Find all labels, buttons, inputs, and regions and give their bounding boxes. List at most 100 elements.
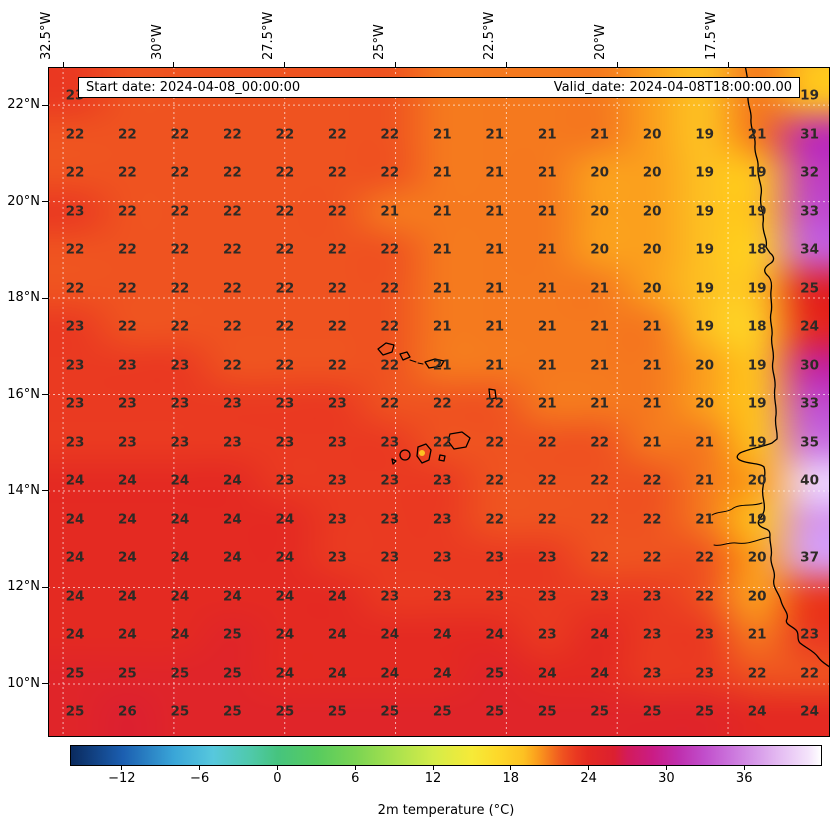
temp-value: 24: [275, 626, 295, 643]
island-brava: [391, 458, 397, 465]
temp-value: 24: [275, 511, 295, 528]
temp-value: 22: [485, 511, 505, 528]
temp-value: 22: [222, 279, 242, 296]
temp-value: 24: [380, 665, 400, 682]
island-maio: [438, 454, 446, 462]
temp-value: 20: [590, 202, 610, 219]
temp-value: 22: [222, 241, 242, 258]
temp-value: 21: [432, 164, 452, 181]
temp-value: 23: [327, 549, 347, 566]
temp-value: 23: [642, 665, 662, 682]
colorbar-tick: [354, 766, 356, 770]
temp-value: 24: [170, 588, 190, 605]
lat-tick: [42, 297, 48, 299]
lat-tick-label: 16°N: [7, 386, 40, 402]
temp-value: 21: [642, 318, 662, 335]
temp-value: 23: [327, 472, 347, 489]
temp-value: 22: [380, 395, 400, 412]
temp-value: 21: [432, 125, 452, 142]
temp-value: 23: [65, 433, 85, 450]
temp-value: 19: [800, 87, 819, 104]
island-santiago: [416, 443, 432, 464]
temp-value: 25: [432, 703, 452, 720]
temp-value: 23: [65, 356, 85, 373]
temp-value: 25: [170, 665, 190, 682]
temp-value: 22: [380, 241, 400, 258]
temp-value: 21: [432, 318, 452, 335]
lon-tick: [616, 62, 618, 67]
temp-value: 22: [590, 472, 610, 489]
temp-value: 25: [380, 703, 400, 720]
temp-value: 32: [800, 164, 819, 181]
temp-value: 24: [118, 549, 137, 566]
temp-value: 21: [537, 318, 557, 335]
temp-value: 25: [590, 703, 610, 720]
temp-value: 22: [65, 125, 85, 142]
temp-value: 24: [118, 626, 137, 643]
temp-value: 25: [327, 703, 347, 720]
temp-value: 31: [800, 125, 819, 142]
temp-value: 23: [485, 549, 505, 566]
island-sao-nicolau: [424, 358, 445, 369]
temp-value: 21: [485, 125, 505, 142]
temp-value: 21: [747, 125, 767, 142]
temp-value: 37: [800, 549, 819, 566]
temp-value: 20: [695, 395, 715, 412]
temp-value: 24: [65, 511, 85, 528]
start-date-label: Start date: 2024-04-08_00:00:00: [86, 80, 301, 95]
temp-value: 23: [380, 588, 400, 605]
temp-value: 21: [537, 164, 557, 181]
temp-value: 24: [65, 472, 85, 489]
temp-value: 35: [800, 433, 819, 450]
temp-value: 23: [432, 511, 452, 528]
temp-value: 24: [65, 549, 85, 566]
temp-value: 23: [485, 588, 505, 605]
temp-value: 24: [537, 665, 557, 682]
temp-value: 22: [170, 241, 190, 258]
temp-value: 26: [118, 703, 137, 720]
island-dots: [409, 359, 424, 365]
temp-value: 22: [380, 318, 400, 335]
temp-value: 21: [590, 125, 610, 142]
colorbar-tick-label: −12: [108, 771, 136, 786]
temp-value: 22: [327, 125, 347, 142]
temp-value: 22: [695, 549, 715, 566]
temp-value: 22: [222, 125, 242, 142]
temp-value: 22: [118, 202, 137, 219]
temp-value: 23: [118, 395, 137, 412]
temp-value: 21: [695, 472, 715, 489]
temp-value: 22: [537, 433, 557, 450]
temp-value: 21: [537, 356, 557, 373]
temp-value: 33: [800, 395, 819, 412]
colorbar-tick: [432, 766, 434, 770]
temp-value: 21: [380, 202, 400, 219]
temp-value: 24: [327, 588, 347, 605]
temp-value: 22: [695, 588, 715, 605]
lat-tick-label: 12°N: [7, 579, 40, 595]
temp-value: 22: [275, 318, 295, 335]
temp-value: 22: [327, 164, 347, 181]
lon-tick-label: 25°W: [371, 24, 387, 60]
temp-value: 25: [170, 703, 190, 720]
coastline-layer: [377, 67, 830, 669]
temp-value: 24: [275, 665, 295, 682]
island-fogo: [399, 449, 411, 461]
temp-value: 20: [642, 164, 662, 181]
temp-value: 22: [327, 279, 347, 296]
temp-value: 22: [222, 356, 242, 373]
temp-value: 23: [118, 433, 137, 450]
temp-value: 22: [327, 241, 347, 258]
lon-tick-label: 17.5°W: [704, 11, 720, 60]
temp-value: 22: [118, 279, 137, 296]
temp-value: 22: [642, 549, 662, 566]
temp-value: 24: [118, 511, 137, 528]
temp-value: 20: [590, 241, 610, 258]
temp-value: 25: [65, 665, 85, 682]
temp-value: 23: [537, 588, 557, 605]
temp-value: 23: [800, 626, 819, 643]
lat-tick: [42, 104, 48, 106]
lon-tick-label: 20°W: [593, 24, 609, 60]
temp-value: 23: [537, 549, 557, 566]
temp-value: 19: [695, 241, 715, 258]
